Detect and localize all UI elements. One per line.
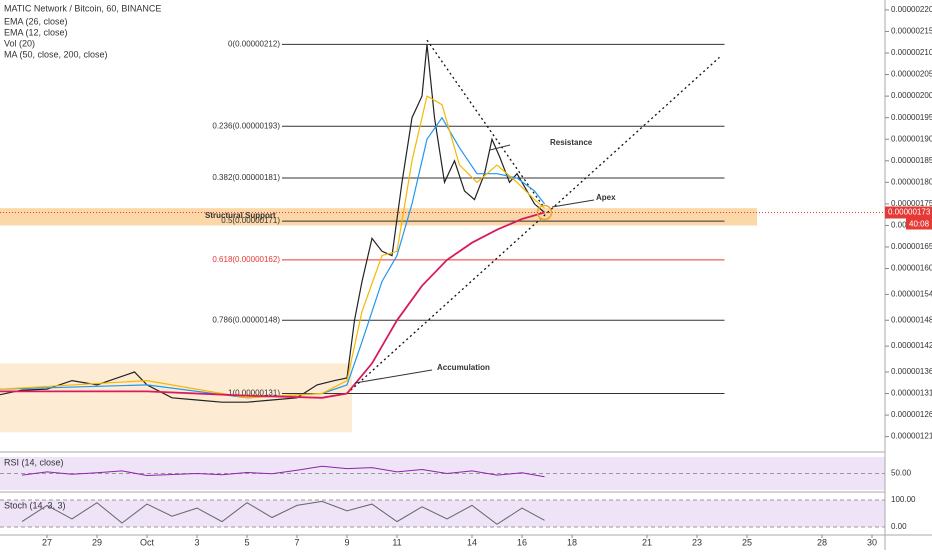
y-tick-label: 0.00000121 (891, 432, 932, 441)
pane-title: Stoch (14, 3, 3) (4, 500, 66, 510)
x-tick-label: 9 (344, 537, 349, 547)
y-tick-label: 0.00000210 (891, 48, 932, 57)
stoch-pane (0, 500, 885, 527)
series-line (0, 211, 545, 399)
fib-label: 0.236(0.00000193) (212, 121, 280, 130)
y-tick-label: 0.00000195 (891, 113, 932, 122)
x-tick-label: 29 (92, 537, 102, 547)
chart-title: MATIC Network / Bitcoin, 60, BINANCE (4, 3, 161, 13)
annotation: Apex (596, 193, 616, 202)
y-tick-label: 0.00000180 (891, 177, 932, 186)
y-tick-label: 0.00000185 (891, 156, 932, 165)
y-tick-label: 0.00000148 (891, 315, 932, 324)
x-tick-label: 27 (42, 537, 52, 547)
legend-entry: MA (50, close, 200, close) (4, 49, 108, 59)
pane-title: RSI (14, close) (4, 457, 64, 467)
y-tick-label: 0.00000175 (891, 199, 932, 208)
trendline (426, 39, 546, 209)
annotation: Accumulation (437, 363, 490, 372)
x-tick-label: 30 (867, 537, 877, 547)
x-tick-label: 11 (392, 537, 401, 547)
x-tick-label: 21 (642, 537, 652, 547)
y-tick-label: 0.00 (891, 522, 907, 531)
countdown: 40:08 (909, 220, 930, 229)
fib-label: 0(0.00000212) (228, 40, 280, 49)
fib-label: 0.618(0.00000162) (212, 255, 280, 264)
y-tick-label: 0.00000200 (891, 91, 932, 100)
trendline (346, 56, 720, 395)
y-tick-label: 0.00000205 (891, 70, 932, 79)
x-tick-label: 23 (692, 537, 702, 547)
annotation-arrow (551, 199, 595, 208)
last-price-label: 0.00000173 (888, 208, 931, 217)
annotation: Structural Support (205, 211, 276, 220)
fib-label: 0.786(0.00000148) (212, 315, 280, 324)
x-tick-label: 14 (467, 537, 477, 547)
x-tick-label: 5 (244, 537, 249, 547)
annotation: Resistance (550, 138, 593, 147)
x-tick-label: 28 (817, 537, 827, 547)
x-tick-label: 25 (742, 537, 752, 547)
y-tick-label: 0.00000215 (891, 27, 932, 36)
y-tick-label: 0.00000220 (891, 5, 932, 14)
x-tick-label: Oct (140, 537, 155, 547)
y-tick-label: 0.00000126 (891, 410, 932, 419)
series-line (21, 500, 545, 525)
legend-entry: EMA (12, close) (4, 27, 68, 37)
series-line (21, 465, 545, 478)
legend-entry: EMA (26, close) (4, 16, 68, 26)
y-tick-label: 0.00000136 (891, 367, 932, 376)
y-tick-label: 0.00000142 (891, 341, 932, 350)
y-tick-label: 0.00000160 (891, 264, 932, 273)
x-tick-label: 3 (194, 537, 199, 547)
fib-label: 0.382(0.00000181) (212, 173, 280, 182)
countdown-tag (906, 218, 932, 230)
annotation-arrow (489, 144, 511, 151)
y-tick-label: 0.00000190 (891, 134, 932, 143)
support-zone (0, 208, 757, 226)
series-line (0, 44, 545, 403)
y-tick-label: 0.00000154 (891, 290, 932, 299)
fib-label: 0.5(0.00000171) (221, 216, 280, 225)
x-tick-label: 16 (517, 537, 527, 547)
y-tick-label: 0.00000131 (891, 389, 932, 398)
last-price-tag (885, 206, 932, 219)
fib-label: 1(0.00000131) (228, 389, 280, 398)
x-tick-label: 18 (567, 537, 577, 547)
legend-entry: Vol (20) (4, 38, 35, 48)
y-tick-label: 0.00000165 (891, 242, 932, 251)
y-tick-label: 100.00 (891, 495, 916, 504)
annotation-arrow (354, 369, 433, 384)
y-tick-label: 50.00 (891, 469, 912, 478)
x-tick-label: 7 (294, 537, 299, 547)
series-line (0, 95, 545, 399)
